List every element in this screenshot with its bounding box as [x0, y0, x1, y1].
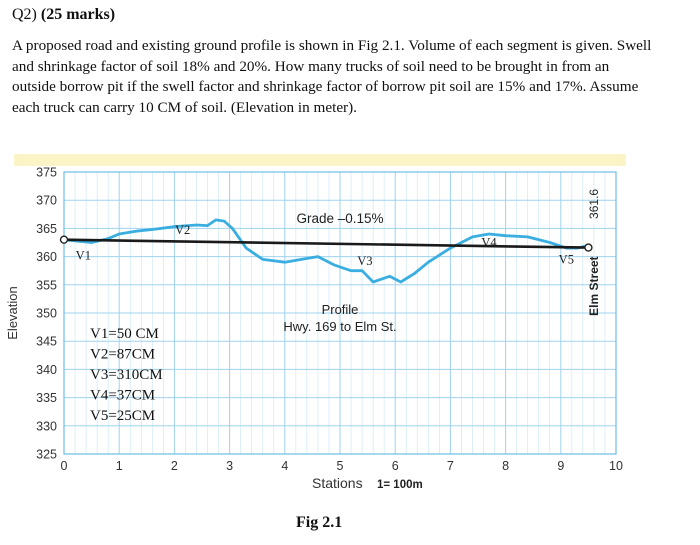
- figure-top-band: [14, 154, 626, 166]
- series-layer: [59, 218, 593, 284]
- y-axis-label: Elevation: [5, 286, 20, 339]
- proposed-grade-line: [62, 238, 590, 249]
- y-tick-label: 365: [36, 222, 57, 236]
- volume-item: V1=50 CM: [90, 326, 159, 342]
- volume-item: V4=37CM: [90, 388, 155, 404]
- x-tick-label: 5: [337, 459, 344, 473]
- elm-street-elevation: 361.6: [587, 189, 601, 219]
- grade-start-marker: [59, 235, 69, 244]
- y-tick-label: 340: [36, 363, 57, 377]
- x-tick-labels: 0 1 2 3 4 5 6 7 8 9 10: [61, 459, 623, 473]
- question-body: A proposed road and existing ground prof…: [12, 37, 652, 116]
- grade-label: Grade –0.15%: [296, 211, 383, 226]
- annotation-layer: Grade –0.15% Profile Hwy. 169 to Elm St. V1…: [76, 189, 601, 334]
- y-tick-label: 370: [36, 194, 57, 208]
- grade-end-marker: [584, 243, 593, 252]
- y-tick-label: 360: [36, 250, 57, 264]
- y-tick-label: 345: [36, 335, 57, 349]
- x-tick-label: 8: [502, 459, 509, 473]
- segment-label: V4: [481, 235, 497, 249]
- segment-label: V5: [559, 252, 574, 266]
- figure-caption: Fig 2.1: [296, 514, 343, 531]
- volume-item: V3=310CM: [90, 367, 163, 383]
- y-tick-label: 355: [36, 278, 57, 292]
- x-axis-scale-note: 1= 100m: [377, 479, 423, 491]
- x-tick-label: 0: [61, 459, 68, 473]
- segment-label: V2: [175, 223, 190, 237]
- y-tick-label: 330: [36, 419, 57, 433]
- x-tick-label: 2: [171, 459, 178, 473]
- y-tick-label: 375: [36, 166, 57, 180]
- plot-frame: [63, 171, 617, 455]
- volume-item: V5=25CM: [90, 408, 155, 424]
- y-tick-labels: 325 330 335 340 345 350 355 360 365 370 375: [36, 166, 57, 462]
- x-tick-label: 6: [392, 459, 399, 473]
- y-tick-label: 335: [36, 391, 57, 405]
- profile-title: Profile: [322, 302, 359, 317]
- x-tick-label: 10: [609, 459, 623, 473]
- x-tick-label: 1: [116, 459, 123, 473]
- profile-subtitle: Hwy. 169 to Elm St.: [283, 319, 396, 334]
- segment-label: V1: [76, 248, 91, 262]
- y-tick-label: 325: [36, 448, 57, 462]
- volume-item: V2=87CM: [90, 347, 155, 363]
- x-tick-label: 7: [447, 459, 454, 473]
- elm-street-label: Elm Street: [587, 256, 601, 315]
- question-number: Q2): [12, 6, 37, 23]
- question-heading: Q2) (25 marks): [12, 6, 115, 24]
- segment-label: V3: [357, 254, 372, 268]
- question-marks: (25 marks): [40, 6, 116, 23]
- x-tick-label: 4: [281, 459, 288, 473]
- volume-list: V1=50 CM V2=87CM V3=310CM V4=37CM V5=25CM: [90, 326, 163, 424]
- existing-ground-line: [62, 218, 590, 284]
- x-axis-label: Stations: [312, 475, 363, 491]
- x-tick-label: 3: [226, 459, 233, 473]
- y-tick-label: 350: [36, 307, 57, 321]
- x-tick-label: 9: [557, 459, 564, 473]
